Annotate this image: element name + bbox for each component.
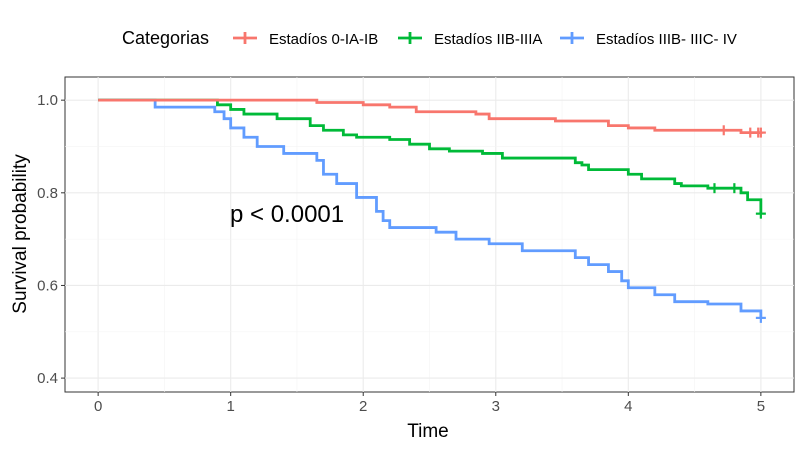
legend-item-label: Estadíos 0-IA-IB [269, 31, 378, 48]
censor-mark [709, 183, 720, 194]
legend-item-2: Estadíos IIB-IIIA [398, 31, 542, 48]
censor-marks [709, 125, 766, 323]
survival-curves [98, 98, 763, 318]
y-tick-label: 0.4 [37, 370, 58, 387]
legend-item-label: Estadíos IIB-IIIA [434, 31, 542, 48]
legend-title: Categorias [122, 28, 209, 48]
grid [65, 77, 794, 392]
x-tick-label: 4 [624, 398, 632, 415]
survival-curve-series-3 [98, 98, 763, 318]
x-tick-label: 1 [227, 398, 235, 415]
legend: Categorias Estadíos 0-IA-IB Estadíos IIB-… [122, 28, 737, 48]
legend-item-3: Estadíos IIIB- IIIC- IV [560, 31, 737, 48]
x-tick-label: 5 [757, 398, 765, 415]
x-axis-ticks: 0 1 2 3 4 5 [94, 392, 765, 415]
survival-curve-series-1 [98, 98, 761, 134]
legend-item-1: Estadíos 0-IA-IB [233, 31, 378, 48]
p-value-annotation: p < 0.0001 [230, 201, 344, 228]
censor-mark [755, 312, 766, 323]
x-axis-label: Time [407, 421, 449, 442]
survival-curve-series-2 [98, 98, 763, 214]
y-tick-label: 0.8 [37, 185, 58, 202]
legend-item-label: Estadíos IIIB- IIIC- IV [596, 31, 737, 48]
y-axis-ticks: 0.4 0.6 0.8 1.0 [37, 92, 65, 387]
y-tick-label: 0.6 [37, 277, 58, 294]
y-tick-label: 1.0 [37, 92, 58, 109]
legend-items: Estadíos 0-IA-IB Estadíos IIB-IIIA Estadío… [233, 31, 737, 48]
x-tick-label: 2 [359, 398, 367, 415]
x-tick-label: 0 [94, 398, 102, 415]
censor-mark [755, 127, 766, 138]
censor-mark [718, 125, 729, 136]
censor-mark [729, 183, 740, 194]
y-axis-label: Survival probability [10, 154, 31, 314]
x-tick-label: 3 [492, 398, 500, 415]
censor-mark [755, 208, 766, 219]
